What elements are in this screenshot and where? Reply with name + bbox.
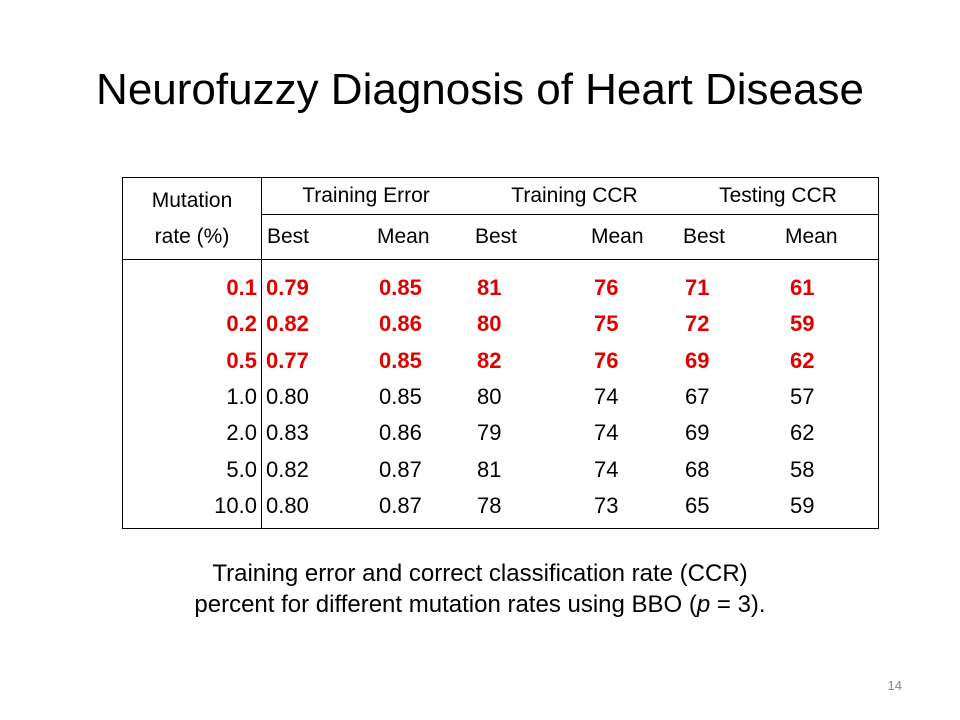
cell-testing-ccr-best: 72	[685, 311, 710, 337]
cell-training-ccr-mean: 76	[594, 275, 619, 300]
group-header-training-ccr: Training CCR	[511, 184, 638, 207]
results-table: Mutation rate (%) Training Error Trainin…	[122, 177, 879, 529]
table-divider-horizontal-main	[123, 259, 878, 260]
cell-mutation-rate: 5.0	[226, 456, 257, 482]
cell-mutation-rate: 0.5	[226, 347, 257, 373]
cell-training-error-best: 0.82	[266, 456, 309, 482]
subheader-best: Best	[267, 225, 310, 248]
caption-text: percent for different mutation rates usi…	[194, 591, 697, 618]
cell-mutation-rate: 1.0	[226, 383, 257, 409]
slide-title: Neurofuzzy Diagnosis of Heart Disease	[96, 65, 864, 114]
subheader-mean: Mean	[591, 225, 644, 248]
cell-mutation-rate: 0.1	[226, 275, 257, 300]
cell-testing-ccr-mean: 62	[790, 347, 815, 373]
cell-training-ccr-best: 81	[477, 456, 502, 482]
cell-testing-ccr-mean: 57	[790, 383, 815, 409]
cell-training-error-best: 0.80	[266, 383, 309, 409]
cell-testing-ccr-best: 69	[685, 347, 710, 373]
subheader-mean: Mean	[785, 225, 838, 248]
cell-testing-ccr-mean: 59	[790, 492, 815, 518]
cell-training-error-best: 0.82	[266, 311, 309, 337]
cell-training-ccr-best: 81	[477, 275, 502, 300]
page-number: 14	[887, 678, 902, 693]
cell-training-ccr-best: 78	[477, 492, 502, 518]
cell-training-ccr-mean: 73	[594, 492, 619, 518]
caption-text: = 3).	[710, 591, 766, 618]
cell-training-error-best: 0.79	[266, 275, 309, 300]
caption-line-1: Training error and correct classificatio…	[212, 560, 748, 587]
caption-variable: p	[696, 591, 711, 618]
cell-training-ccr-mean: 74	[594, 456, 619, 482]
cell-mutation-rate: 10.0	[214, 492, 257, 518]
cell-training-ccr-best: 80	[477, 383, 502, 409]
subheader-mean: Mean	[377, 225, 430, 248]
cell-training-ccr-mean: 74	[594, 420, 619, 446]
cell-testing-ccr-best: 65	[685, 492, 710, 518]
cell-mutation-rate: 2.0	[226, 420, 257, 446]
cell-training-ccr-best: 80	[477, 311, 502, 337]
cell-training-error-best: 0.83	[266, 420, 309, 446]
cell-testing-ccr-best: 69	[685, 420, 710, 446]
row-header-line2: rate (%)	[154, 225, 230, 248]
cell-training-error-mean: 0.86	[379, 311, 422, 337]
cell-mutation-rate: 0.2	[226, 311, 257, 337]
subheader-best: Best	[683, 225, 726, 248]
table-divider-vertical	[261, 178, 262, 528]
cell-training-error-mean: 0.85	[379, 275, 422, 300]
slide-caption: Training error and correct classificatio…	[0, 558, 960, 620]
cell-testing-ccr-mean: 59	[790, 311, 815, 337]
cell-training-ccr-mean: 75	[594, 311, 619, 337]
cell-testing-ccr-best: 68	[685, 456, 710, 482]
cell-testing-ccr-best: 67	[685, 383, 710, 409]
group-header-testing-ccr: Testing CCR	[719, 184, 837, 207]
row-header-line1: Mutation	[151, 189, 233, 212]
cell-training-ccr-best: 82	[477, 347, 502, 373]
cell-training-ccr-mean: 76	[594, 347, 619, 373]
group-header-training-error: Training Error	[302, 184, 430, 207]
cell-training-ccr-mean: 74	[594, 383, 619, 409]
cell-training-error-mean: 0.86	[379, 420, 422, 446]
cell-training-error-best: 0.80	[266, 492, 309, 518]
cell-testing-ccr-best: 71	[685, 275, 710, 300]
cell-training-error-mean: 0.87	[379, 492, 422, 518]
cell-testing-ccr-mean: 58	[790, 456, 815, 482]
cell-testing-ccr-mean: 61	[790, 275, 815, 300]
subheader-best: Best	[475, 225, 518, 248]
table-divider-horizontal-sub	[261, 214, 878, 215]
cell-training-error-mean: 0.87	[379, 456, 422, 482]
cell-training-error-mean: 0.85	[379, 383, 422, 409]
cell-testing-ccr-mean: 62	[790, 420, 815, 446]
cell-training-error-best: 0.77	[266, 347, 309, 373]
caption-line-2: percent for different mutation rates usi…	[0, 589, 960, 620]
cell-training-error-mean: 0.85	[379, 347, 422, 373]
cell-training-ccr-best: 79	[477, 420, 502, 446]
